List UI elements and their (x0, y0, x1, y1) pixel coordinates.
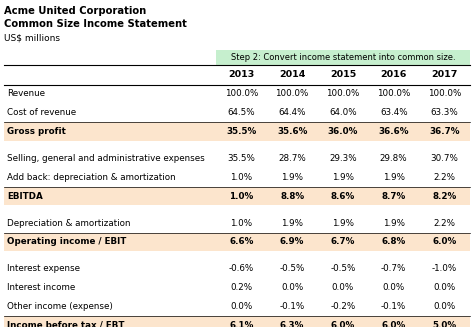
Text: 28.7%: 28.7% (278, 154, 306, 163)
Text: 35.5%: 35.5% (226, 127, 256, 136)
Text: Gross profit: Gross profit (7, 127, 66, 136)
Text: 8.7%: 8.7% (382, 192, 406, 200)
Text: Common Size Income Statement: Common Size Income Statement (4, 19, 187, 29)
Text: 100.0%: 100.0% (428, 90, 461, 98)
Text: 30.7%: 30.7% (430, 154, 458, 163)
Text: 29.3%: 29.3% (329, 154, 357, 163)
Text: 1.9%: 1.9% (281, 219, 303, 228)
Text: 1.9%: 1.9% (383, 219, 405, 228)
Text: 1.0%: 1.0% (230, 219, 253, 228)
Text: 2013: 2013 (228, 70, 255, 79)
Text: 36.0%: 36.0% (328, 127, 358, 136)
Text: 6.0%: 6.0% (382, 321, 406, 327)
Text: 0.0%: 0.0% (433, 302, 456, 311)
Bar (4, 232, 470, 251)
Text: 35.6%: 35.6% (277, 127, 307, 136)
Text: 100.0%: 100.0% (377, 90, 410, 98)
Text: 2.2%: 2.2% (433, 219, 456, 228)
Text: 0.0%: 0.0% (281, 283, 303, 292)
Text: -0.1%: -0.1% (381, 302, 406, 311)
Text: Interest expense: Interest expense (7, 265, 80, 273)
Text: 100.0%: 100.0% (275, 90, 309, 98)
Text: 6.9%: 6.9% (280, 237, 304, 247)
Text: Other income (expense): Other income (expense) (7, 302, 113, 311)
Text: 1.9%: 1.9% (332, 173, 354, 182)
Bar (216, 50, 470, 65)
Text: -0.1%: -0.1% (280, 302, 305, 311)
Text: 2014: 2014 (279, 70, 305, 79)
Text: 36.6%: 36.6% (378, 127, 409, 136)
Text: 0.0%: 0.0% (433, 283, 456, 292)
Text: 6.1%: 6.1% (229, 321, 254, 327)
Text: 64.0%: 64.0% (329, 108, 357, 117)
Text: -0.5%: -0.5% (330, 265, 356, 273)
Text: -0.5%: -0.5% (280, 265, 305, 273)
Text: 6.0%: 6.0% (331, 321, 355, 327)
Text: 5.0%: 5.0% (432, 321, 456, 327)
Text: 36.7%: 36.7% (429, 127, 460, 136)
Text: 63.4%: 63.4% (380, 108, 408, 117)
Text: 1.0%: 1.0% (230, 173, 253, 182)
Text: 100.0%: 100.0% (225, 90, 258, 98)
Text: 35.5%: 35.5% (228, 154, 255, 163)
Text: 1.9%: 1.9% (281, 173, 303, 182)
Text: 2017: 2017 (431, 70, 457, 79)
Text: 8.2%: 8.2% (432, 192, 456, 200)
Text: Depreciation & amortization: Depreciation & amortization (7, 219, 130, 228)
Text: Interest income: Interest income (7, 283, 75, 292)
Text: 6.6%: 6.6% (229, 237, 254, 247)
Text: 63.3%: 63.3% (430, 108, 458, 117)
Text: 2016: 2016 (381, 70, 407, 79)
Text: -0.6%: -0.6% (229, 265, 254, 273)
Text: Acme United Corporation: Acme United Corporation (4, 6, 146, 16)
Text: 6.3%: 6.3% (280, 321, 304, 327)
Bar (4, 187, 470, 205)
Text: 8.6%: 8.6% (331, 192, 355, 200)
Text: 29.8%: 29.8% (380, 154, 408, 163)
Text: -0.2%: -0.2% (330, 302, 356, 311)
Text: 64.5%: 64.5% (228, 108, 255, 117)
Text: 1.9%: 1.9% (332, 219, 354, 228)
Text: 0.0%: 0.0% (230, 302, 253, 311)
Bar (4, 122, 470, 141)
Text: Cost of revenue: Cost of revenue (7, 108, 76, 117)
Text: -1.0%: -1.0% (432, 265, 457, 273)
Text: 6.8%: 6.8% (382, 237, 406, 247)
Text: 64.4%: 64.4% (278, 108, 306, 117)
Text: 6.0%: 6.0% (432, 237, 456, 247)
Text: -0.7%: -0.7% (381, 265, 406, 273)
Text: 0.0%: 0.0% (383, 283, 405, 292)
Text: US$ millions: US$ millions (4, 33, 60, 42)
Text: Operating income / EBIT: Operating income / EBIT (7, 237, 126, 247)
Text: 2015: 2015 (330, 70, 356, 79)
Text: Income before tax / EBT: Income before tax / EBT (7, 321, 125, 327)
Text: 1.0%: 1.0% (229, 192, 254, 200)
Text: 0.2%: 0.2% (230, 283, 253, 292)
Text: 8.8%: 8.8% (280, 192, 304, 200)
Bar (4, 316, 470, 327)
Text: Revenue: Revenue (7, 90, 45, 98)
Text: 2.2%: 2.2% (433, 173, 456, 182)
Text: 6.7%: 6.7% (331, 237, 355, 247)
Text: 1.9%: 1.9% (383, 173, 405, 182)
Text: Add back: depreciation & amortization: Add back: depreciation & amortization (7, 173, 175, 182)
Text: Step 2: Convert income statement into common size.: Step 2: Convert income statement into co… (231, 53, 455, 62)
Text: Selling, general and administrative expenses: Selling, general and administrative expe… (7, 154, 205, 163)
Text: 100.0%: 100.0% (326, 90, 360, 98)
Text: 0.0%: 0.0% (332, 283, 354, 292)
Text: EBITDA: EBITDA (7, 192, 43, 200)
